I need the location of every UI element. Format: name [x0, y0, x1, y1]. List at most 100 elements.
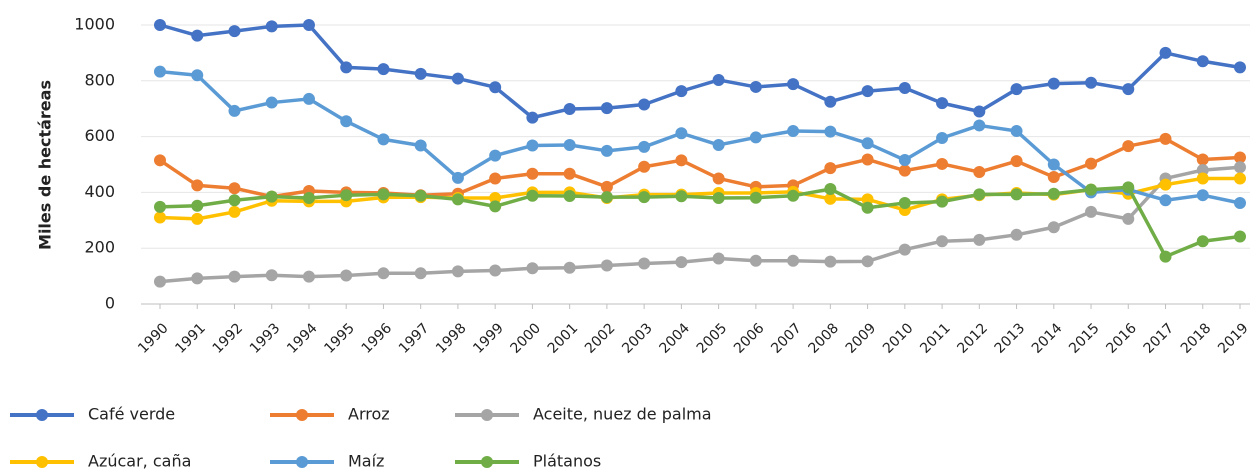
data-point	[451, 193, 464, 206]
x-tick-label: 2012	[954, 320, 991, 357]
data-point	[489, 172, 502, 185]
data-point	[228, 194, 241, 207]
data-point	[154, 154, 166, 167]
data-point	[377, 267, 390, 280]
data-point	[265, 190, 278, 203]
legend-label: Maíz	[348, 452, 384, 471]
data-point	[600, 102, 613, 115]
x-tick-label: 2009	[843, 320, 880, 357]
data-point	[563, 138, 576, 151]
data-point	[898, 197, 911, 210]
data-point	[228, 270, 241, 283]
data-point	[861, 153, 874, 166]
y-tick-label: 200	[84, 238, 115, 257]
x-tick-label: 1992	[210, 320, 247, 357]
data-point	[154, 200, 166, 213]
data-point	[936, 131, 949, 144]
data-point	[563, 102, 576, 115]
data-point	[675, 190, 688, 203]
x-tick-label: 2002	[582, 320, 619, 357]
data-point	[302, 19, 315, 31]
y-tick-label: 0	[105, 294, 115, 313]
data-point	[1234, 61, 1246, 74]
data-point	[154, 19, 166, 31]
y-tick-label: 600	[84, 126, 115, 145]
data-point	[787, 125, 800, 138]
data-point	[861, 137, 874, 150]
data-point	[414, 67, 427, 80]
data-point	[824, 192, 837, 205]
data-point	[936, 235, 949, 248]
data-point	[414, 139, 427, 152]
data-point	[1159, 132, 1172, 145]
data-point	[861, 85, 874, 98]
data-point	[265, 96, 278, 109]
data-point	[526, 111, 539, 124]
data-point	[898, 82, 911, 95]
data-point	[749, 254, 762, 267]
data-point	[340, 269, 353, 282]
data-point	[973, 105, 986, 118]
legend-marker	[481, 409, 493, 421]
y-tick-label: 800	[84, 70, 115, 89]
data-point	[451, 72, 464, 85]
data-point	[489, 81, 502, 94]
data-point	[712, 252, 725, 265]
data-point	[675, 256, 688, 269]
x-tick-label: 1996	[359, 320, 396, 357]
x-tick-label: 2015	[1066, 320, 1103, 357]
data-point	[191, 199, 204, 212]
x-tick-label: 1994	[284, 320, 321, 357]
data-point	[1047, 77, 1060, 90]
data-point	[191, 29, 204, 42]
data-point	[675, 154, 688, 167]
data-point	[1047, 171, 1060, 184]
data-point	[1010, 228, 1023, 241]
data-point	[638, 140, 651, 153]
legend-label: Aceite, nuez de palma	[533, 405, 712, 424]
data-point	[712, 172, 725, 185]
data-point	[1047, 221, 1060, 234]
data-point	[1159, 250, 1172, 263]
x-tick-label: 1991	[172, 320, 209, 357]
x-tick-label: 2013	[992, 320, 1029, 357]
data-point	[824, 162, 837, 175]
data-point	[451, 265, 464, 278]
data-point	[191, 212, 204, 225]
x-tick-label: 2014	[1029, 320, 1066, 357]
data-point	[1010, 188, 1023, 201]
data-point	[824, 183, 837, 196]
x-tick-label: 2006	[731, 320, 768, 357]
data-point	[973, 233, 986, 246]
x-tick-label: 1997	[396, 320, 433, 357]
data-point	[675, 85, 688, 98]
data-point	[1196, 55, 1209, 68]
data-point	[1234, 230, 1246, 243]
data-point	[1085, 183, 1098, 196]
data-point	[600, 144, 613, 157]
data-point	[638, 160, 651, 173]
data-point	[340, 115, 353, 128]
data-point	[936, 195, 949, 208]
data-point	[749, 191, 762, 204]
data-point	[600, 259, 613, 272]
data-point	[600, 180, 613, 193]
x-tick-label: 2004	[657, 320, 694, 357]
data-point	[861, 255, 874, 268]
data-point	[1159, 46, 1172, 59]
data-point	[340, 189, 353, 202]
x-tick-label: 2007	[768, 320, 805, 357]
data-point	[302, 191, 315, 204]
series-line	[159, 23, 1241, 120]
data-point	[1122, 212, 1135, 225]
x-tick-label: 2019	[1215, 320, 1252, 357]
data-point	[638, 191, 651, 204]
data-point	[228, 205, 241, 218]
x-tick-label: 1993	[247, 320, 284, 357]
data-point	[191, 69, 204, 82]
data-point	[1234, 151, 1246, 164]
data-point	[1085, 205, 1098, 218]
data-point	[1234, 172, 1246, 185]
x-tick-label: 2001	[545, 320, 582, 357]
